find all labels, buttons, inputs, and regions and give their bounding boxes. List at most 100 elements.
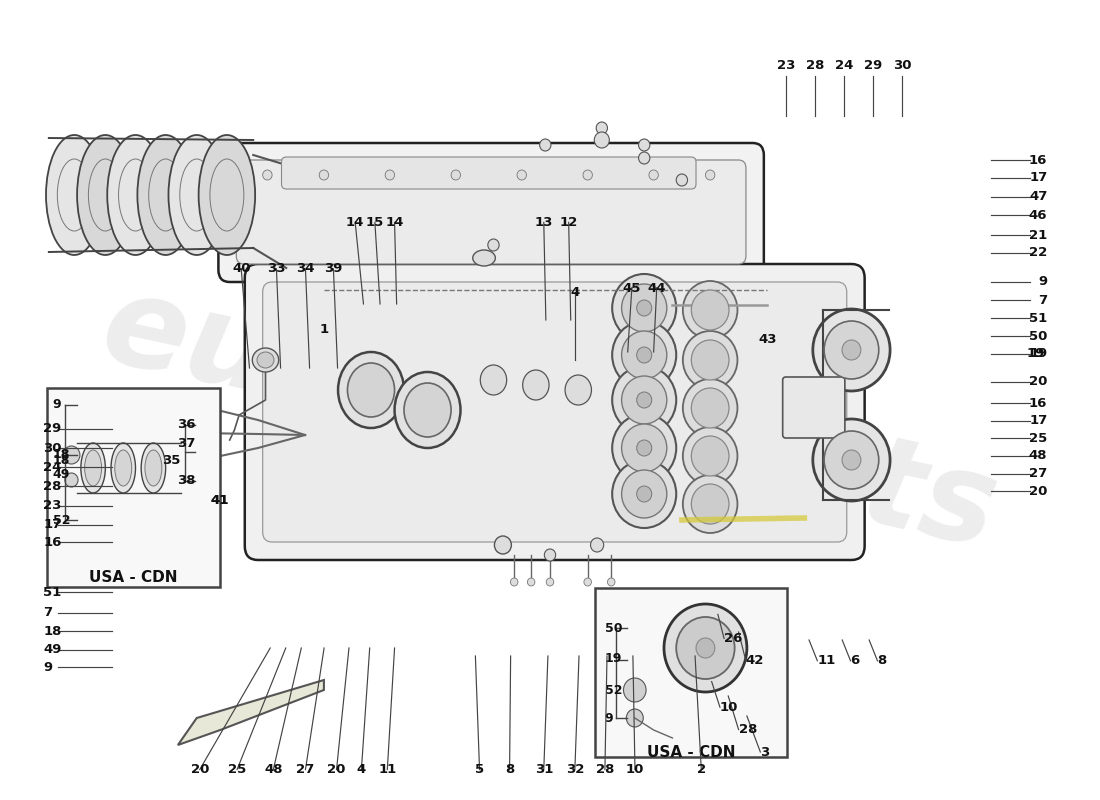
Text: 42: 42 — [746, 654, 764, 667]
Ellipse shape — [621, 424, 667, 472]
FancyBboxPatch shape — [47, 388, 220, 587]
Circle shape — [583, 170, 593, 180]
Ellipse shape — [404, 383, 451, 437]
Ellipse shape — [46, 135, 102, 255]
Circle shape — [591, 538, 604, 552]
FancyBboxPatch shape — [219, 143, 763, 282]
Ellipse shape — [210, 159, 244, 231]
Ellipse shape — [57, 159, 91, 231]
Text: 30: 30 — [893, 59, 912, 72]
FancyBboxPatch shape — [595, 588, 788, 757]
Text: 11: 11 — [817, 654, 836, 667]
Circle shape — [596, 122, 607, 134]
Ellipse shape — [813, 419, 890, 501]
Text: 6: 6 — [850, 654, 860, 667]
Ellipse shape — [77, 135, 133, 255]
Text: 19: 19 — [1026, 347, 1045, 360]
Circle shape — [594, 132, 609, 148]
Ellipse shape — [145, 450, 162, 486]
Text: 20: 20 — [1028, 485, 1047, 498]
Text: 49: 49 — [43, 643, 62, 656]
Text: 52: 52 — [605, 683, 623, 697]
Circle shape — [584, 578, 592, 586]
Ellipse shape — [621, 470, 667, 518]
Text: 9: 9 — [605, 711, 614, 725]
Circle shape — [637, 300, 651, 316]
Text: 20: 20 — [328, 763, 345, 776]
Text: 23: 23 — [43, 499, 62, 512]
Ellipse shape — [114, 450, 132, 486]
Text: 35: 35 — [163, 454, 180, 467]
Text: 4: 4 — [356, 763, 366, 776]
Ellipse shape — [691, 436, 729, 476]
Circle shape — [842, 340, 861, 360]
Text: 31: 31 — [535, 763, 553, 776]
FancyBboxPatch shape — [783, 377, 845, 438]
Circle shape — [639, 152, 650, 164]
Text: 3: 3 — [760, 746, 770, 758]
Circle shape — [385, 170, 395, 180]
Ellipse shape — [824, 321, 879, 379]
Ellipse shape — [252, 348, 278, 372]
Text: 24: 24 — [835, 59, 854, 72]
Text: 5: 5 — [475, 763, 484, 776]
Ellipse shape — [148, 159, 183, 231]
Text: 28: 28 — [738, 723, 757, 736]
Circle shape — [626, 709, 644, 727]
Text: 2: 2 — [696, 763, 706, 776]
Ellipse shape — [481, 365, 507, 395]
Ellipse shape — [683, 475, 737, 533]
Ellipse shape — [691, 388, 729, 428]
Text: 8: 8 — [878, 654, 887, 667]
Ellipse shape — [683, 427, 737, 485]
Ellipse shape — [111, 443, 135, 493]
Circle shape — [451, 170, 461, 180]
Text: 38: 38 — [177, 474, 196, 487]
Circle shape — [637, 486, 651, 502]
Ellipse shape — [683, 379, 737, 437]
Ellipse shape — [179, 159, 213, 231]
Text: 48: 48 — [1028, 450, 1047, 462]
Ellipse shape — [691, 484, 729, 524]
FancyBboxPatch shape — [282, 157, 696, 189]
Ellipse shape — [613, 366, 676, 434]
Text: 32: 32 — [565, 763, 584, 776]
Ellipse shape — [81, 443, 106, 493]
Ellipse shape — [168, 135, 225, 255]
Text: 28: 28 — [596, 763, 614, 776]
Text: 52: 52 — [53, 514, 70, 526]
Ellipse shape — [565, 375, 592, 405]
Ellipse shape — [621, 376, 667, 424]
Ellipse shape — [522, 370, 549, 400]
Text: 17: 17 — [43, 518, 62, 531]
Text: 37: 37 — [177, 437, 196, 450]
Ellipse shape — [85, 450, 101, 486]
Text: 34: 34 — [296, 262, 315, 275]
Circle shape — [696, 638, 715, 658]
Text: 16: 16 — [1028, 154, 1047, 166]
Ellipse shape — [683, 281, 737, 339]
Text: eurocarparts: eurocarparts — [92, 266, 1008, 574]
Text: 14: 14 — [346, 216, 364, 229]
Text: 17: 17 — [1030, 171, 1047, 184]
Circle shape — [517, 170, 527, 180]
Text: 51: 51 — [43, 586, 62, 598]
Circle shape — [540, 139, 551, 151]
Text: 29: 29 — [43, 422, 62, 435]
Circle shape — [63, 446, 80, 464]
Circle shape — [544, 549, 556, 561]
Ellipse shape — [613, 274, 676, 342]
Text: 19: 19 — [1030, 347, 1047, 360]
Circle shape — [510, 578, 518, 586]
FancyBboxPatch shape — [263, 282, 847, 542]
Polygon shape — [178, 680, 323, 745]
Text: 41: 41 — [210, 494, 229, 507]
Text: 33: 33 — [267, 262, 286, 275]
Text: 45: 45 — [623, 282, 641, 294]
Text: 40: 40 — [232, 262, 251, 275]
FancyBboxPatch shape — [245, 264, 865, 560]
Text: 10: 10 — [626, 763, 645, 776]
Text: 18: 18 — [53, 449, 70, 462]
Text: 18: 18 — [53, 454, 70, 466]
Text: 7: 7 — [43, 606, 53, 619]
